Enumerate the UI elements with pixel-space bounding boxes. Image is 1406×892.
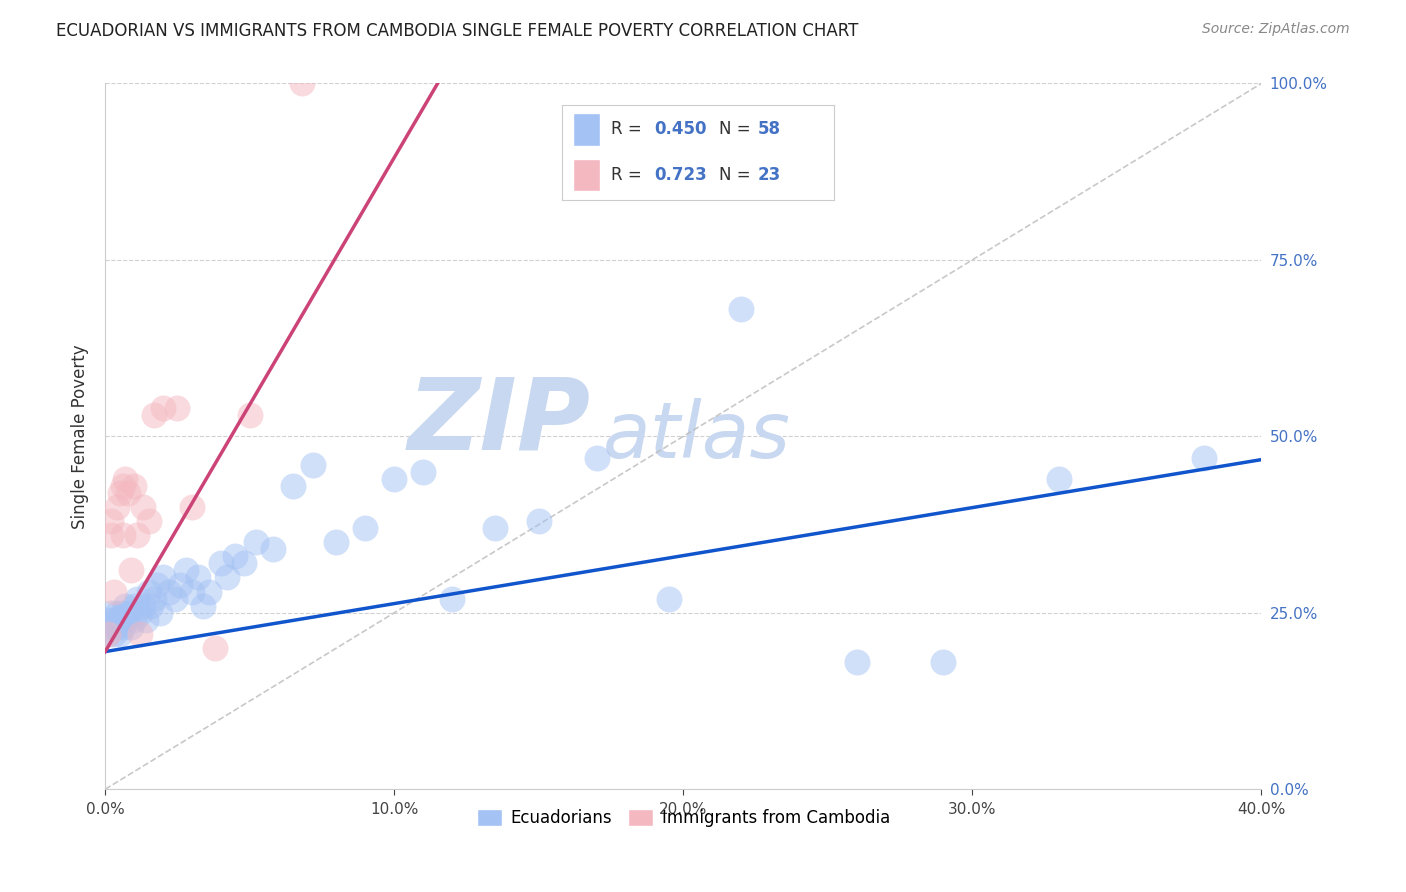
Point — [105, 606, 128, 620]
Point — [135, 613, 157, 627]
Point — [585, 450, 607, 465]
Point — [181, 500, 204, 514]
Point — [169, 577, 191, 591]
Point — [100, 620, 122, 634]
Point — [354, 521, 377, 535]
Point — [111, 479, 134, 493]
Point — [1047, 472, 1070, 486]
Point — [122, 613, 145, 627]
Point — [152, 570, 174, 584]
Point — [932, 655, 955, 669]
Point — [239, 408, 262, 422]
Point — [730, 302, 752, 317]
Point — [103, 613, 125, 627]
Point — [132, 599, 155, 613]
Point — [97, 627, 120, 641]
Point — [382, 472, 405, 486]
Point — [111, 606, 134, 620]
Point — [193, 599, 215, 613]
Point — [441, 591, 464, 606]
Point — [138, 514, 160, 528]
Point — [97, 627, 120, 641]
Point — [215, 570, 238, 584]
Point — [527, 514, 550, 528]
Point — [122, 479, 145, 493]
Point — [233, 557, 256, 571]
Point — [152, 401, 174, 416]
Point — [129, 627, 152, 641]
Point — [100, 528, 122, 542]
Point — [129, 606, 152, 620]
Point — [108, 613, 131, 627]
Point — [100, 514, 122, 528]
Point — [125, 591, 148, 606]
Point — [114, 613, 136, 627]
Point — [146, 577, 169, 591]
Point — [187, 570, 209, 584]
Point — [291, 77, 314, 91]
Y-axis label: Single Female Poverty: Single Female Poverty — [72, 344, 89, 529]
Point — [198, 584, 221, 599]
Text: atlas: atlas — [602, 399, 790, 475]
Point — [181, 584, 204, 599]
Point — [122, 599, 145, 613]
Text: ZIP: ZIP — [408, 374, 591, 471]
Point — [484, 521, 506, 535]
Point — [138, 584, 160, 599]
Point — [132, 500, 155, 514]
Point — [105, 620, 128, 634]
Point — [105, 500, 128, 514]
Point — [114, 472, 136, 486]
Point — [149, 606, 172, 620]
Point — [117, 606, 139, 620]
Point — [143, 408, 166, 422]
Text: Source: ZipAtlas.com: Source: ZipAtlas.com — [1202, 22, 1350, 37]
Point — [224, 549, 246, 564]
Point — [114, 599, 136, 613]
Point — [125, 528, 148, 542]
Point — [141, 599, 163, 613]
Point — [100, 606, 122, 620]
Point — [204, 641, 226, 656]
Point — [157, 584, 180, 599]
Point — [111, 528, 134, 542]
Point — [845, 655, 868, 669]
Point — [108, 627, 131, 641]
Legend: Ecuadorians, Immigrants from Cambodia: Ecuadorians, Immigrants from Cambodia — [470, 802, 897, 834]
Point — [117, 485, 139, 500]
Point — [163, 591, 186, 606]
Point — [245, 535, 267, 549]
Point — [103, 627, 125, 641]
Point — [97, 613, 120, 627]
Point — [111, 620, 134, 634]
Point — [120, 563, 142, 577]
Point — [103, 584, 125, 599]
Text: ECUADORIAN VS IMMIGRANTS FROM CAMBODIA SINGLE FEMALE POVERTY CORRELATION CHART: ECUADORIAN VS IMMIGRANTS FROM CAMBODIA S… — [56, 22, 859, 40]
Point — [658, 591, 681, 606]
Point — [1192, 450, 1215, 465]
Point — [262, 542, 284, 557]
Point — [174, 563, 197, 577]
Point — [412, 465, 434, 479]
Point — [166, 401, 188, 416]
Point — [302, 458, 325, 472]
Point — [281, 479, 304, 493]
Point — [120, 620, 142, 634]
Point — [143, 591, 166, 606]
Point — [209, 557, 232, 571]
Point — [325, 535, 347, 549]
Point — [108, 485, 131, 500]
